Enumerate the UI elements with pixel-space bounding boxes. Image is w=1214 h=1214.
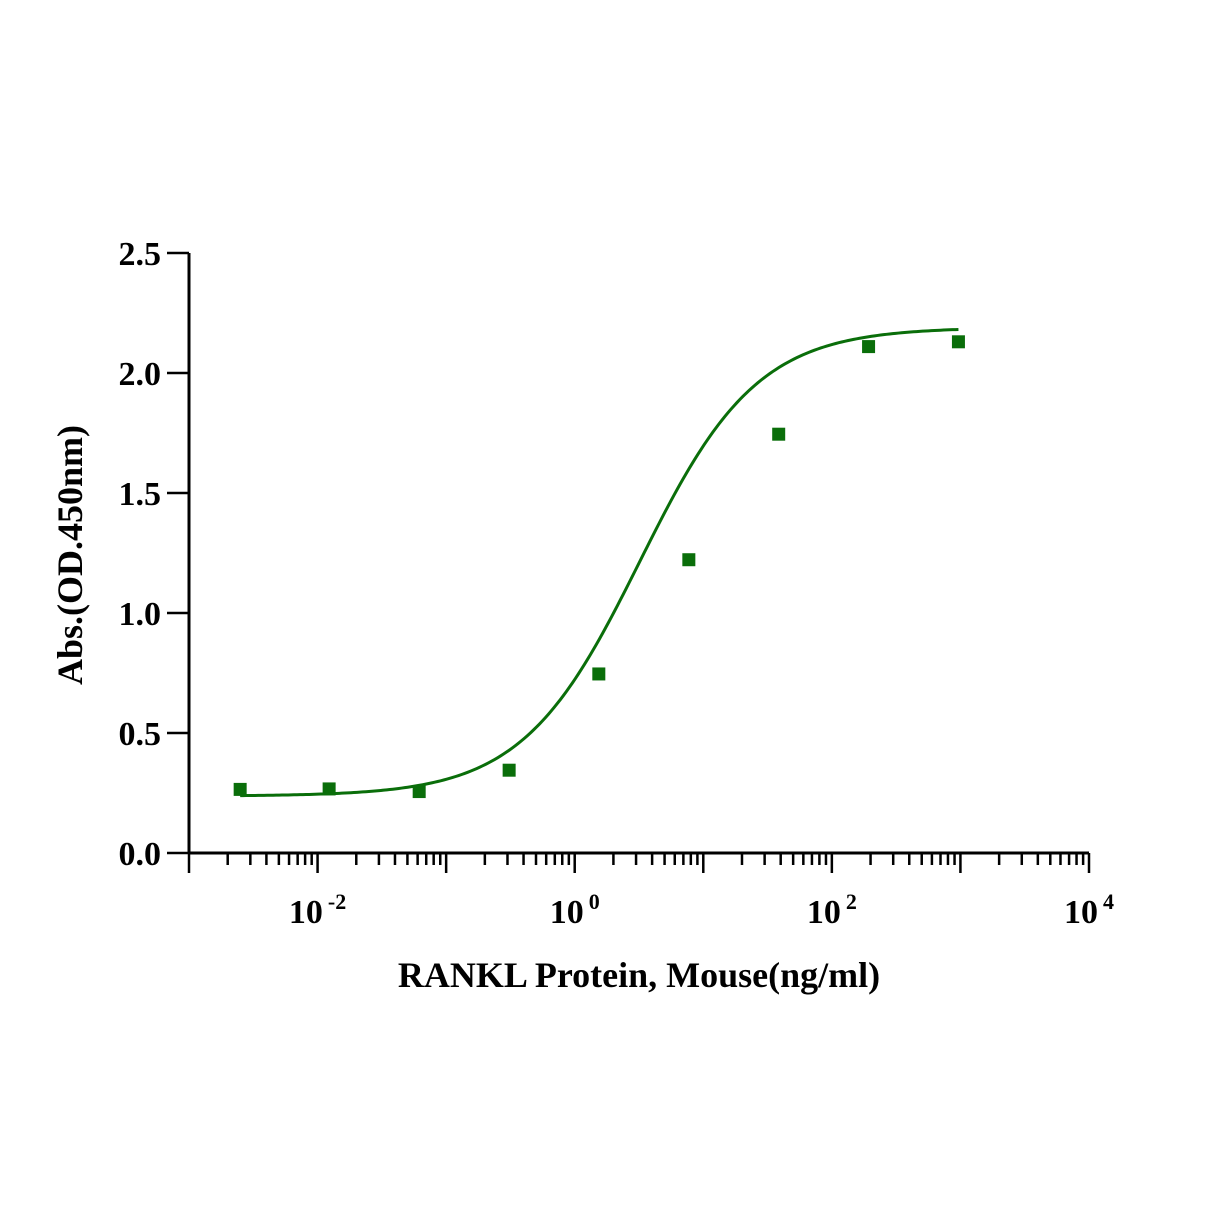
data-point xyxy=(502,763,516,777)
x-axis-title: RANKL Protein, Mouse(ng/ml) xyxy=(398,955,880,995)
x-tick-label: 10 -2 xyxy=(289,889,346,931)
y-tick-label: 2.0 xyxy=(119,356,162,393)
x-tick-label: 10 2 xyxy=(807,889,857,931)
x-minor-ticks xyxy=(226,853,1085,865)
data-point xyxy=(951,335,965,349)
data-point xyxy=(772,427,786,441)
data-point xyxy=(592,667,606,681)
x-tick-label-base: 10 xyxy=(550,894,584,931)
y-tick-label: 0.5 xyxy=(119,716,162,753)
data-point xyxy=(862,340,876,354)
data-point xyxy=(322,782,336,796)
x-tick-label-exponent: -2 xyxy=(328,889,346,914)
x-tick-label-exponent: 2 xyxy=(846,889,857,914)
x-tick-label: 10 0 xyxy=(550,889,600,931)
data-points xyxy=(233,335,965,799)
x-tick-labels: 10 -2 10 0 10 2 10 4 xyxy=(289,889,1114,931)
x-tick-label-base: 10 xyxy=(289,894,323,931)
y-tick-label: 2.5 xyxy=(119,236,162,273)
y-tick-labels: 0.0 0.5 1.0 1.5 2.0 2.5 xyxy=(119,236,162,873)
data-point xyxy=(682,553,696,567)
data-point xyxy=(412,785,426,799)
y-tick-label: 0.0 xyxy=(119,836,162,873)
x-tick-label: 10 4 xyxy=(1064,889,1114,931)
x-tick-label-exponent: 0 xyxy=(589,889,600,914)
y-ticks xyxy=(167,251,189,855)
x-tick-label-base: 10 xyxy=(807,894,841,931)
fit-curve xyxy=(240,327,959,798)
x-tick-label-base: 10 xyxy=(1064,894,1098,931)
y-tick-label: 1.0 xyxy=(119,596,162,633)
x-tick-label-exponent: 4 xyxy=(1103,889,1114,914)
data-point xyxy=(233,782,247,796)
x-major-ticks xyxy=(187,853,1091,873)
y-tick-label: 1.5 xyxy=(119,476,162,513)
y-axis-title: Abs.(OD.450nm) xyxy=(50,425,90,685)
